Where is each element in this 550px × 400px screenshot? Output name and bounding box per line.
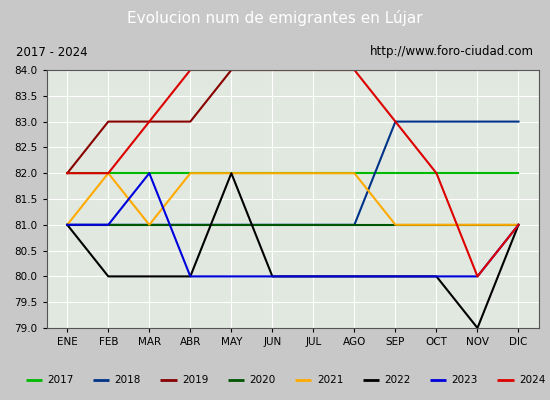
- Text: 2023: 2023: [452, 375, 478, 385]
- Text: http://www.foro-ciudad.com: http://www.foro-ciudad.com: [370, 46, 534, 58]
- Text: 2017 - 2024: 2017 - 2024: [16, 46, 88, 58]
- Text: 2021: 2021: [317, 375, 343, 385]
- Text: 2017: 2017: [47, 375, 74, 385]
- Text: 2018: 2018: [114, 375, 141, 385]
- Text: Evolucion num de emigrantes en Lújar: Evolucion num de emigrantes en Lújar: [127, 10, 423, 26]
- Text: 2024: 2024: [519, 375, 545, 385]
- Text: 2019: 2019: [182, 375, 208, 385]
- Text: 2020: 2020: [249, 375, 276, 385]
- Text: 2022: 2022: [384, 375, 410, 385]
